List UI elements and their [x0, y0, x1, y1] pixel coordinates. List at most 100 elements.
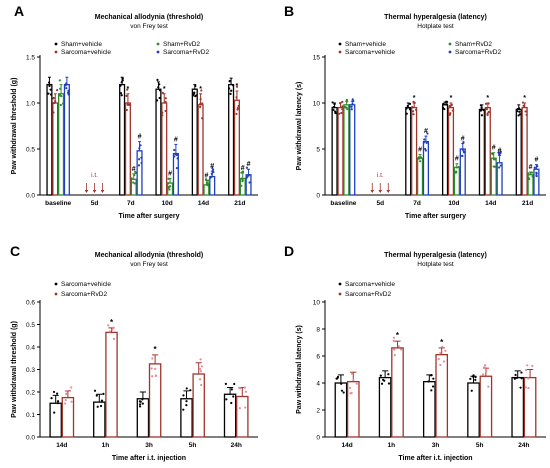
x-tick-label: 7d	[127, 200, 135, 207]
y-tick-label: 0.2	[26, 389, 35, 396]
data-point	[442, 360, 445, 363]
data-point	[58, 79, 61, 82]
data-point	[200, 89, 203, 92]
significance-hash: #	[241, 165, 245, 172]
y-axis-label: Paw withdrawal latency (s)	[296, 82, 303, 171]
data-point	[59, 103, 62, 107]
data-point	[240, 171, 243, 174]
data-point	[112, 326, 115, 329]
legend-label: Sham+vehicle	[345, 41, 386, 48]
y-tick-label: 0.4	[26, 344, 35, 351]
y-axis-label: Paw withdrawal latency (s)	[296, 325, 303, 414]
data-point	[138, 405, 142, 408]
data-point	[167, 182, 170, 185]
y-tick-label: 0.6	[26, 299, 35, 306]
data-point	[527, 177, 530, 181]
data-point	[210, 172, 213, 176]
y-tick-label: 10	[313, 299, 321, 306]
data-point	[167, 177, 170, 180]
data-point	[480, 114, 483, 117]
data-point	[228, 87, 231, 90]
data-point	[474, 376, 477, 379]
x-tick-label: baseline	[330, 200, 356, 207]
data-point	[342, 391, 345, 394]
y-axis-label: Paw withdrawal threshold (g)	[11, 78, 18, 175]
data-point	[486, 113, 489, 117]
data-point	[535, 175, 538, 178]
chart-subtitle: Hotplate test	[417, 23, 454, 30]
data-point	[355, 382, 358, 385]
bar	[416, 157, 424, 196]
data-point	[229, 92, 232, 95]
significance-hash: #	[210, 163, 214, 170]
x-tick-label: 14d	[56, 442, 67, 449]
data-point	[102, 392, 105, 395]
data-point	[411, 110, 415, 113]
significance-star: *	[523, 95, 526, 102]
panel-c: C Mechanical allodynia (threshold) von Fre…	[10, 243, 258, 462]
data-point	[164, 109, 167, 113]
bar	[479, 375, 493, 438]
data-point	[400, 348, 403, 351]
data-point	[443, 107, 446, 111]
data-point	[158, 96, 161, 100]
bar	[349, 104, 356, 196]
data-point	[141, 398, 144, 401]
chart-subtitle: von Frey test	[130, 261, 168, 268]
data-point	[408, 102, 412, 105]
data-point	[482, 373, 485, 376]
legend-label: Sarcoma+RvD2	[345, 291, 391, 298]
data-point	[120, 81, 123, 84]
data-point	[524, 386, 527, 389]
data-point	[439, 351, 442, 355]
data-point	[520, 377, 523, 380]
data-point	[230, 388, 233, 391]
y-tick-label: 0.1	[26, 412, 35, 419]
data-point	[392, 336, 395, 339]
data-point	[133, 173, 136, 177]
data-point	[241, 170, 245, 173]
data-point	[189, 389, 192, 392]
legend-marker	[54, 50, 58, 54]
it-annotation: i.t.	[377, 172, 384, 179]
significance-star: *	[154, 345, 158, 354]
data-point	[52, 390, 56, 394]
data-point	[349, 392, 352, 395]
data-point	[201, 117, 204, 120]
legend-label: Sham+RvD2	[455, 41, 492, 48]
legend-label: Sarcoma+RvD2	[455, 49, 501, 56]
data-point	[345, 106, 348, 109]
data-point	[379, 374, 382, 377]
data-point	[176, 157, 179, 160]
data-point	[138, 403, 142, 406]
data-point	[392, 339, 395, 342]
data-point	[61, 102, 65, 105]
data-point	[232, 84, 235, 87]
data-point	[429, 374, 433, 377]
data-point	[243, 386, 246, 389]
data-point	[445, 100, 448, 103]
data-point	[417, 157, 420, 160]
y-tick-label: 15	[313, 54, 321, 61]
data-point	[432, 377, 435, 380]
bar	[172, 152, 179, 196]
data-point	[485, 108, 489, 111]
data-point	[133, 182, 136, 185]
data-point	[517, 114, 520, 117]
bar	[192, 373, 205, 438]
x-axis-label: Time after i.t. injection	[398, 455, 472, 462]
bar	[422, 380, 436, 438]
legend-marker	[448, 50, 452, 54]
it-arrowhead	[386, 190, 391, 193]
data-point	[521, 101, 525, 104]
data-point	[64, 398, 67, 402]
x-tick-label: 1h	[102, 442, 110, 449]
x-tick-label: 14d	[198, 200, 209, 207]
y-tick-label: 1.0	[26, 100, 35, 107]
bar	[511, 376, 525, 438]
data-point	[230, 89, 233, 92]
bar	[161, 102, 168, 196]
data-point	[108, 330, 111, 333]
data-point	[462, 140, 465, 144]
